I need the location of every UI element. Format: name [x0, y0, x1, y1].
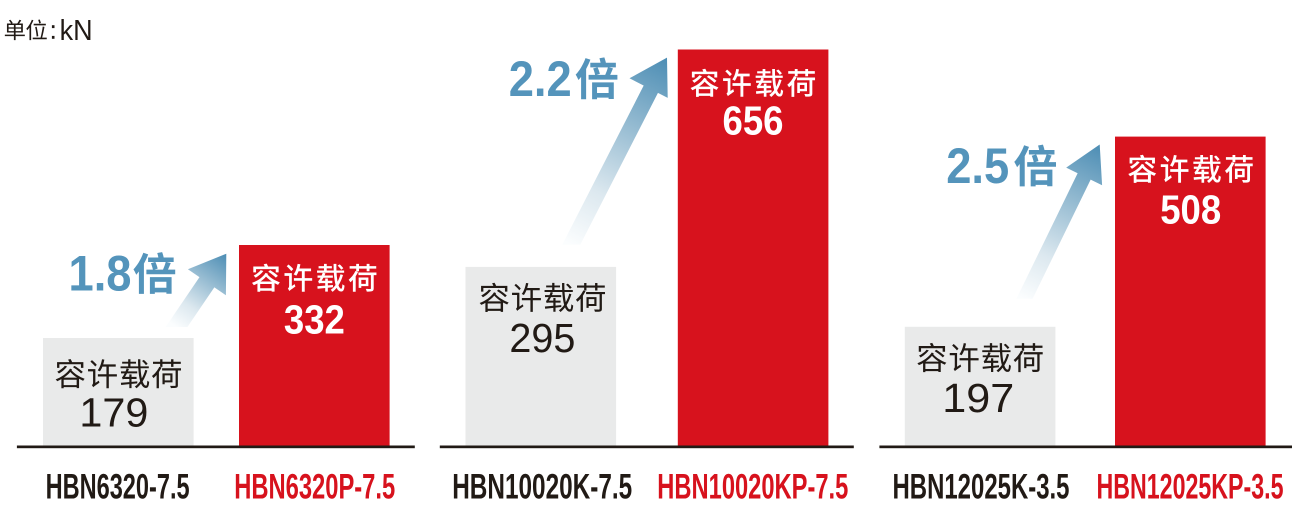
svg-text:HBN12025K-3.5: HBN12025K-3.5 [893, 468, 1070, 507]
svg-text:656: 656 [723, 98, 784, 144]
svg-text:HBN12025KP-3.5: HBN12025KP-3.5 [1097, 468, 1284, 507]
svg-text:HBN6320-7.5: HBN6320-7.5 [46, 468, 190, 507]
svg-text:508: 508 [1160, 187, 1221, 233]
svg-text:HBN10020KP-7.5: HBN10020KP-7.5 [657, 468, 848, 507]
svg-text:2.5: 2.5 [946, 138, 1009, 194]
svg-text:179: 179 [79, 390, 148, 436]
svg-text:332: 332 [284, 297, 345, 343]
svg-text:2.2: 2.2 [509, 51, 572, 107]
svg-text:295: 295 [509, 315, 575, 361]
svg-text:kN: kN [60, 15, 93, 47]
svg-text:1.8: 1.8 [69, 246, 132, 302]
svg-text:HBN10020K-7.5: HBN10020K-7.5 [452, 468, 632, 507]
svg-text:197: 197 [942, 375, 1014, 421]
svg-text:HBN6320P-7.5: HBN6320P-7.5 [234, 468, 395, 507]
